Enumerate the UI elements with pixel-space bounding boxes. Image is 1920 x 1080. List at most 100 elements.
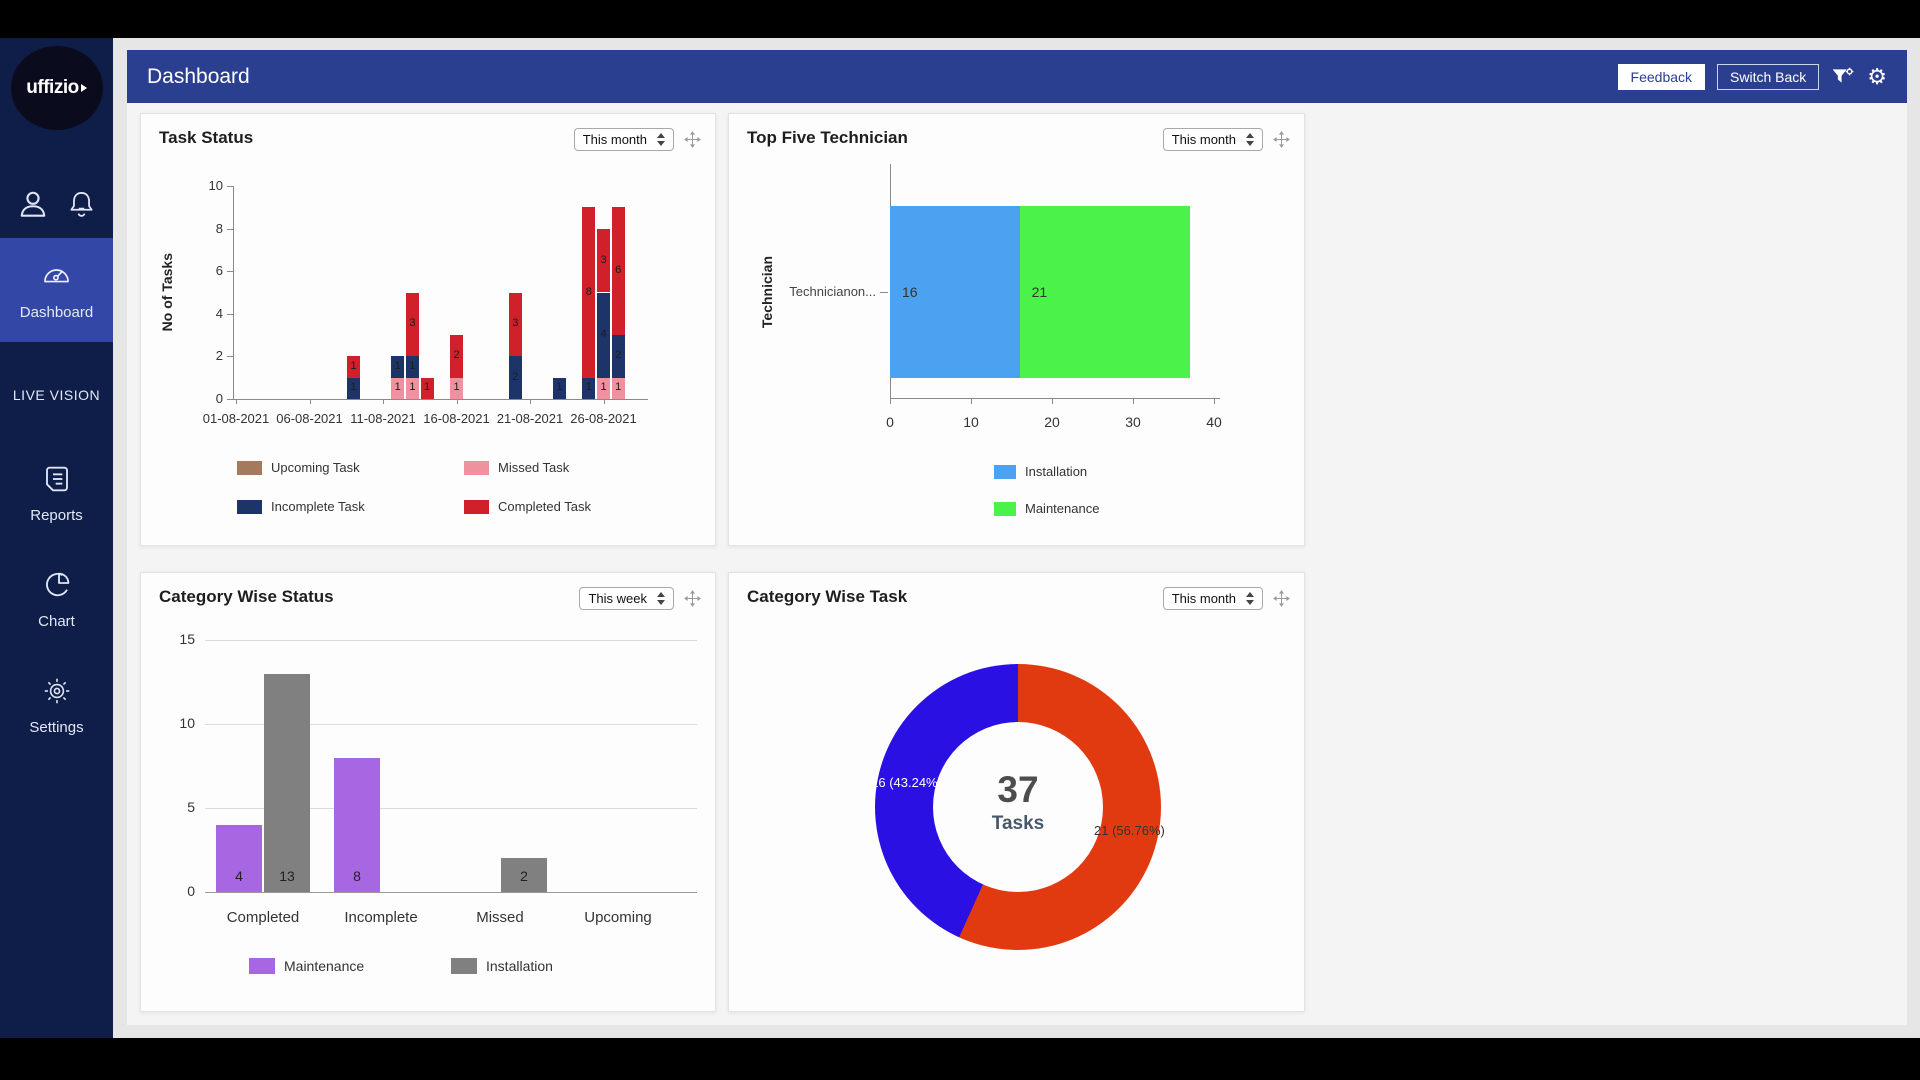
x-tick bbox=[456, 399, 458, 404]
legend-swatch bbox=[464, 460, 489, 475]
category-wise-status-chart: 0 5 10 15 Completed 4 13 Incomplete 8 Missed 2 Upco… bbox=[141, 573, 715, 1011]
bar-segment-value: 1 bbox=[409, 381, 416, 394]
donut-hole bbox=[933, 722, 1103, 892]
move-handle-icon[interactable] bbox=[684, 131, 701, 148]
donut-slice-label: 21 (56.76%) bbox=[1094, 823, 1165, 839]
legend-swatch bbox=[237, 499, 262, 514]
x-tick bbox=[890, 398, 891, 404]
range-select[interactable]: This month bbox=[1162, 128, 1263, 151]
dashboard-content: Task Status This month bbox=[127, 103, 1907, 1025]
bar-segment-incomplete bbox=[405, 356, 419, 378]
select-arrows-icon bbox=[657, 133, 665, 146]
bar-segment-maintenance bbox=[1019, 206, 1190, 378]
card-title: Category Wise Status bbox=[159, 587, 334, 606]
x-tick bbox=[1133, 398, 1134, 404]
bar-segment-incomplete bbox=[611, 335, 625, 378]
bar-segment-value: 1 bbox=[556, 381, 563, 394]
sidebar-item-live-vision[interactable]: LIVE VISION bbox=[0, 384, 113, 406]
move-handle-icon[interactable] bbox=[684, 590, 701, 607]
gridline bbox=[205, 724, 697, 725]
select-arrows-icon bbox=[1246, 592, 1254, 605]
bar-segment-value: 1 bbox=[615, 381, 622, 394]
x-category-label: Missed bbox=[476, 909, 524, 926]
sidebar-item-label: Chart bbox=[38, 612, 75, 630]
legend-label: Upcoming Task bbox=[271, 460, 360, 475]
sidebar-item-reports[interactable]: Reports bbox=[0, 460, 113, 526]
sidebar-item-label: Reports bbox=[30, 506, 83, 524]
bar-segment-value: 3 bbox=[512, 317, 519, 330]
user-icon[interactable] bbox=[15, 186, 51, 222]
range-select[interactable]: This month bbox=[573, 128, 674, 151]
bar-maintenance bbox=[334, 757, 380, 892]
feedback-button[interactable]: Feedback bbox=[1617, 63, 1706, 90]
bar-segment-value: 1 bbox=[394, 360, 401, 373]
legend-item-completed[interactable]: Completed Task bbox=[464, 499, 591, 514]
filter-funnel-icon[interactable] bbox=[1831, 66, 1855, 88]
move-handle-icon[interactable] bbox=[1273, 590, 1290, 607]
gridline bbox=[205, 892, 697, 893]
bar-segment-value: 1 bbox=[453, 381, 460, 394]
x-tick bbox=[971, 398, 972, 404]
notifications-bell-icon[interactable] bbox=[65, 188, 98, 221]
card-category-wise-task: Category Wise Task This month bbox=[728, 572, 1305, 1012]
x-category-label: Incomplete bbox=[344, 909, 418, 926]
settings-gear-icon[interactable]: ⚙ bbox=[1867, 63, 1887, 89]
bar-segment-completed bbox=[611, 207, 625, 336]
y-tick-label: 10 bbox=[208, 178, 223, 193]
bar-segment-completed bbox=[582, 207, 596, 378]
sidebar-item-settings[interactable]: Settings bbox=[0, 672, 113, 738]
card-top-five-technician: Top Five Technician This month bbox=[728, 113, 1305, 546]
x-tick bbox=[1214, 398, 1215, 404]
y-tick bbox=[227, 228, 233, 230]
bar-segment-value: 3 bbox=[409, 317, 416, 330]
bar-segment-completed bbox=[597, 228, 610, 293]
range-select-value: This week bbox=[588, 591, 647, 606]
bar-segment-missed bbox=[391, 377, 405, 399]
sidebar-item-dashboard[interactable]: Dashboard bbox=[0, 238, 113, 342]
bar-segment-missed bbox=[450, 377, 463, 399]
y-tick-label: 5 bbox=[187, 799, 195, 815]
y-axis-title-text: Technician bbox=[759, 255, 775, 329]
y-tick-label: 15 bbox=[179, 631, 195, 647]
bar-segment-value: 6 bbox=[615, 264, 622, 277]
legend-item-maintenance[interactable]: Maintenance bbox=[249, 958, 364, 974]
bar-segment-installation bbox=[890, 206, 1020, 378]
card-title: Task Status bbox=[159, 128, 254, 147]
move-handle-icon[interactable] bbox=[1273, 131, 1290, 148]
x-tick-label: 20 bbox=[1044, 414, 1060, 430]
bar-segment-value: 1 bbox=[600, 381, 607, 394]
y-axis-line bbox=[233, 186, 234, 399]
bar-segment-value: 2 bbox=[453, 349, 460, 362]
legend-item-missed[interactable]: Missed Task bbox=[464, 460, 569, 475]
x-tick-label: 11-08-2021 bbox=[350, 411, 416, 426]
bar-value: 2 bbox=[520, 868, 528, 884]
reports-document-icon bbox=[41, 463, 73, 500]
legend-item-incomplete[interactable]: Incomplete Task bbox=[237, 499, 365, 514]
range-select[interactable]: This week bbox=[579, 587, 674, 610]
legend-label: Completed Task bbox=[498, 499, 591, 514]
legend-label: Maintenance bbox=[284, 958, 365, 974]
switch-back-button[interactable]: Switch Back bbox=[1717, 63, 1820, 90]
bar-value: 8 bbox=[353, 868, 361, 884]
card-category-wise-status: Category Wise Status This week bbox=[140, 572, 716, 1012]
bar-segment-value: 8 bbox=[585, 285, 592, 298]
bar-segment-incomplete bbox=[508, 356, 522, 399]
logo-text: uffizio bbox=[26, 77, 79, 98]
range-select[interactable]: This month bbox=[1162, 587, 1263, 610]
y-axis-title: Technician bbox=[759, 206, 775, 378]
y-tick-label: 0 bbox=[187, 883, 195, 899]
bar-segment-completed bbox=[405, 292, 419, 357]
sidebar-item-chart[interactable]: Chart bbox=[0, 566, 113, 632]
y-tick-label: 4 bbox=[215, 305, 223, 321]
legend-item-installation[interactable]: Installation bbox=[451, 958, 553, 974]
range-select-value: This month bbox=[1171, 591, 1236, 606]
sidebar: uffizio bbox=[0, 38, 113, 1038]
y-tick bbox=[227, 186, 233, 187]
gridline bbox=[205, 808, 697, 809]
x-tick-label: 10 bbox=[963, 414, 979, 430]
legend-item-installation[interactable]: Installation bbox=[994, 464, 1087, 479]
legend-item-maintenance[interactable]: Maintenance bbox=[994, 501, 1099, 516]
legend-item-upcoming[interactable]: Upcoming Task bbox=[237, 460, 360, 475]
y-tick-label: 2 bbox=[215, 348, 223, 364]
bar-segment-value: 1 bbox=[585, 381, 592, 394]
